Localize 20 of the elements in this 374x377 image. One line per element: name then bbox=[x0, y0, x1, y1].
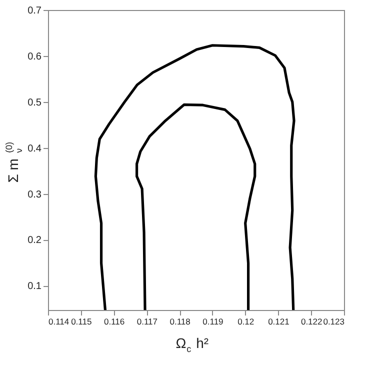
x-tick-label: 0.117 bbox=[136, 316, 158, 326]
x-tick-label: 0.114 bbox=[48, 316, 70, 326]
x-tick-label: 0.119 bbox=[202, 316, 224, 326]
x-tick-label: 0.115 bbox=[71, 316, 92, 326]
y-axis-title: Σ mν(0) bbox=[4, 142, 24, 183]
y-tick-label: 0.1 bbox=[28, 281, 42, 292]
x-tick-label: 0.121 bbox=[268, 316, 290, 326]
y-tick-label: 0.4 bbox=[28, 143, 42, 154]
y-tick-label: 0.5 bbox=[28, 97, 42, 108]
line-series bbox=[94, 44, 296, 310]
y-tick-label: 0.3 bbox=[28, 189, 42, 200]
x-tick-label: 0.116 bbox=[104, 316, 125, 326]
x-tick-label: 0.12 bbox=[238, 316, 254, 326]
y-tick-label: 0.7 bbox=[28, 6, 42, 16]
x-tick-label: 0.122 bbox=[300, 316, 323, 326]
x-tick-label: 0.123 bbox=[323, 316, 345, 326]
y-tick-label: 0.2 bbox=[28, 235, 42, 246]
line-series bbox=[136, 103, 256, 310]
x-tick-label: 0.118 bbox=[170, 316, 191, 326]
y-tick-label: 0.6 bbox=[28, 51, 42, 62]
